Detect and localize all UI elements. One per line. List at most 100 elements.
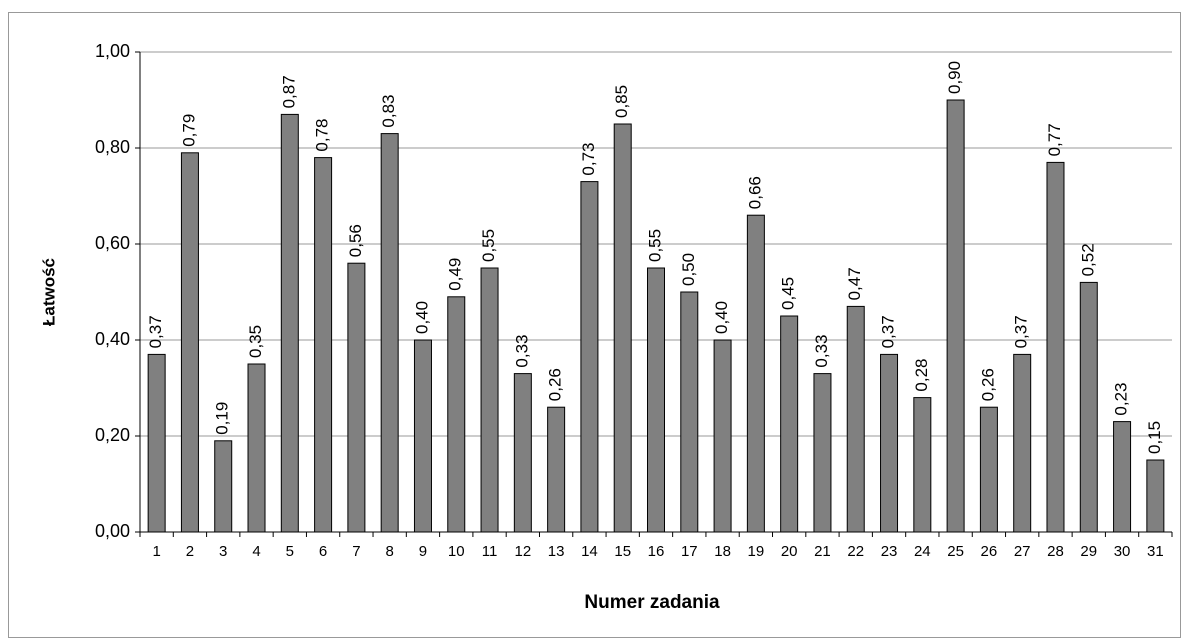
data-label: 0,28: [912, 359, 931, 392]
x-tick-label: 4: [252, 543, 260, 560]
bar: [580, 181, 599, 533]
data-label: 0,50: [679, 253, 698, 286]
x-tick-label: 26: [981, 543, 998, 560]
bar: [214, 440, 233, 533]
data-label: 0,77: [1045, 123, 1064, 156]
data-label: 0,15: [1145, 421, 1164, 454]
bar: [746, 214, 765, 533]
y-tick-label: 0,40: [95, 329, 130, 349]
x-tick-label: 22: [847, 543, 864, 560]
x-tick-label: 20: [781, 543, 798, 560]
bar: [713, 339, 732, 533]
bar: [813, 373, 832, 533]
x-axis-label: Numer zadania: [584, 592, 720, 613]
bar: [314, 157, 333, 533]
x-tick-label: 23: [881, 543, 898, 560]
x-tick-label: 28: [1047, 543, 1064, 560]
bar: [913, 397, 932, 533]
bar: [447, 296, 466, 533]
data-label: 0,23: [1112, 383, 1131, 416]
data-label: 0,55: [645, 229, 664, 262]
data-label: 0,37: [1012, 315, 1031, 348]
x-tick-label: 18: [714, 543, 731, 560]
data-label: 0,56: [346, 224, 365, 257]
x-tick-label: 30: [1114, 543, 1131, 560]
data-label: 0,90: [945, 61, 964, 94]
bar: [480, 267, 499, 533]
bar: [846, 305, 865, 533]
bar: [347, 262, 366, 533]
x-tick-label: 1: [152, 543, 160, 560]
bar: [680, 291, 699, 533]
x-tick-label: 6: [319, 543, 327, 560]
x-tick-label: 17: [681, 543, 698, 560]
data-label: 0,66: [745, 176, 764, 209]
data-label: 0,35: [246, 325, 265, 358]
x-tick-label: 25: [947, 543, 964, 560]
y-tick-label: 0,80: [95, 137, 130, 157]
data-label: 0,73: [579, 143, 598, 176]
data-label: 0,79: [179, 114, 198, 147]
x-tick-label: 29: [1080, 543, 1097, 560]
data-label: 0,49: [446, 258, 465, 291]
y-tick-label: 0,00: [95, 521, 130, 541]
data-label: 0,85: [612, 85, 631, 118]
bar: [513, 373, 532, 533]
data-label: 0,87: [279, 75, 298, 108]
bar: [280, 113, 299, 533]
x-tick-label: 12: [514, 543, 531, 560]
bar: [380, 133, 399, 533]
bar: [1079, 281, 1098, 533]
bar: [1113, 421, 1132, 533]
data-label: 0,52: [1078, 243, 1097, 276]
data-label: 0,26: [546, 368, 565, 401]
x-tick-label: 27: [1014, 543, 1031, 560]
bar: [880, 353, 899, 533]
bar: [780, 315, 799, 533]
bar: [1013, 353, 1032, 533]
bar: [413, 339, 432, 533]
bar: [979, 406, 998, 533]
bar: [613, 123, 632, 533]
x-tick-label: 13: [548, 543, 565, 560]
x-tick-label: 31: [1147, 543, 1164, 560]
x-tick-label: 2: [186, 543, 194, 560]
bar: [946, 99, 965, 533]
data-label: 0,19: [213, 402, 232, 435]
x-tick-label: 11: [482, 543, 498, 560]
bar: [147, 353, 166, 533]
x-tick-label: 9: [419, 543, 427, 560]
x-tick-label: 21: [814, 543, 831, 560]
x-tick-label: 14: [581, 543, 598, 560]
x-tick-label: 19: [748, 543, 765, 560]
data-label: 0,83: [379, 95, 398, 128]
y-tick-label: 0,60: [95, 233, 130, 253]
data-label: 0,26: [978, 368, 997, 401]
data-label: 0,47: [845, 267, 864, 300]
x-tick-label: 8: [386, 543, 394, 560]
y-tick-label: 0,20: [95, 425, 130, 445]
x-tick-label: 15: [614, 543, 631, 560]
bar: [1146, 459, 1165, 533]
x-tick-label: 5: [286, 543, 294, 560]
data-label: 0,33: [512, 335, 531, 368]
data-label: 0,40: [712, 301, 731, 334]
x-tick-label: 3: [219, 543, 227, 560]
bar: [547, 406, 566, 533]
data-label: 0,55: [479, 229, 498, 262]
y-axis-label: Łatwość: [39, 258, 58, 326]
data-label: 0,37: [146, 315, 165, 348]
data-label: 0,78: [313, 119, 332, 152]
x-tick-label: 7: [352, 543, 360, 560]
data-label: 0,37: [879, 315, 898, 348]
data-label: 0,40: [412, 301, 431, 334]
data-label: 0,33: [812, 335, 831, 368]
bar: [1046, 161, 1065, 533]
x-tick-label: 10: [448, 543, 465, 560]
y-tick-label: 1,00: [95, 41, 130, 61]
x-tick-label: 24: [914, 543, 931, 560]
x-tick-label: 16: [648, 543, 665, 560]
bar: [180, 152, 199, 533]
bar: [247, 363, 266, 533]
